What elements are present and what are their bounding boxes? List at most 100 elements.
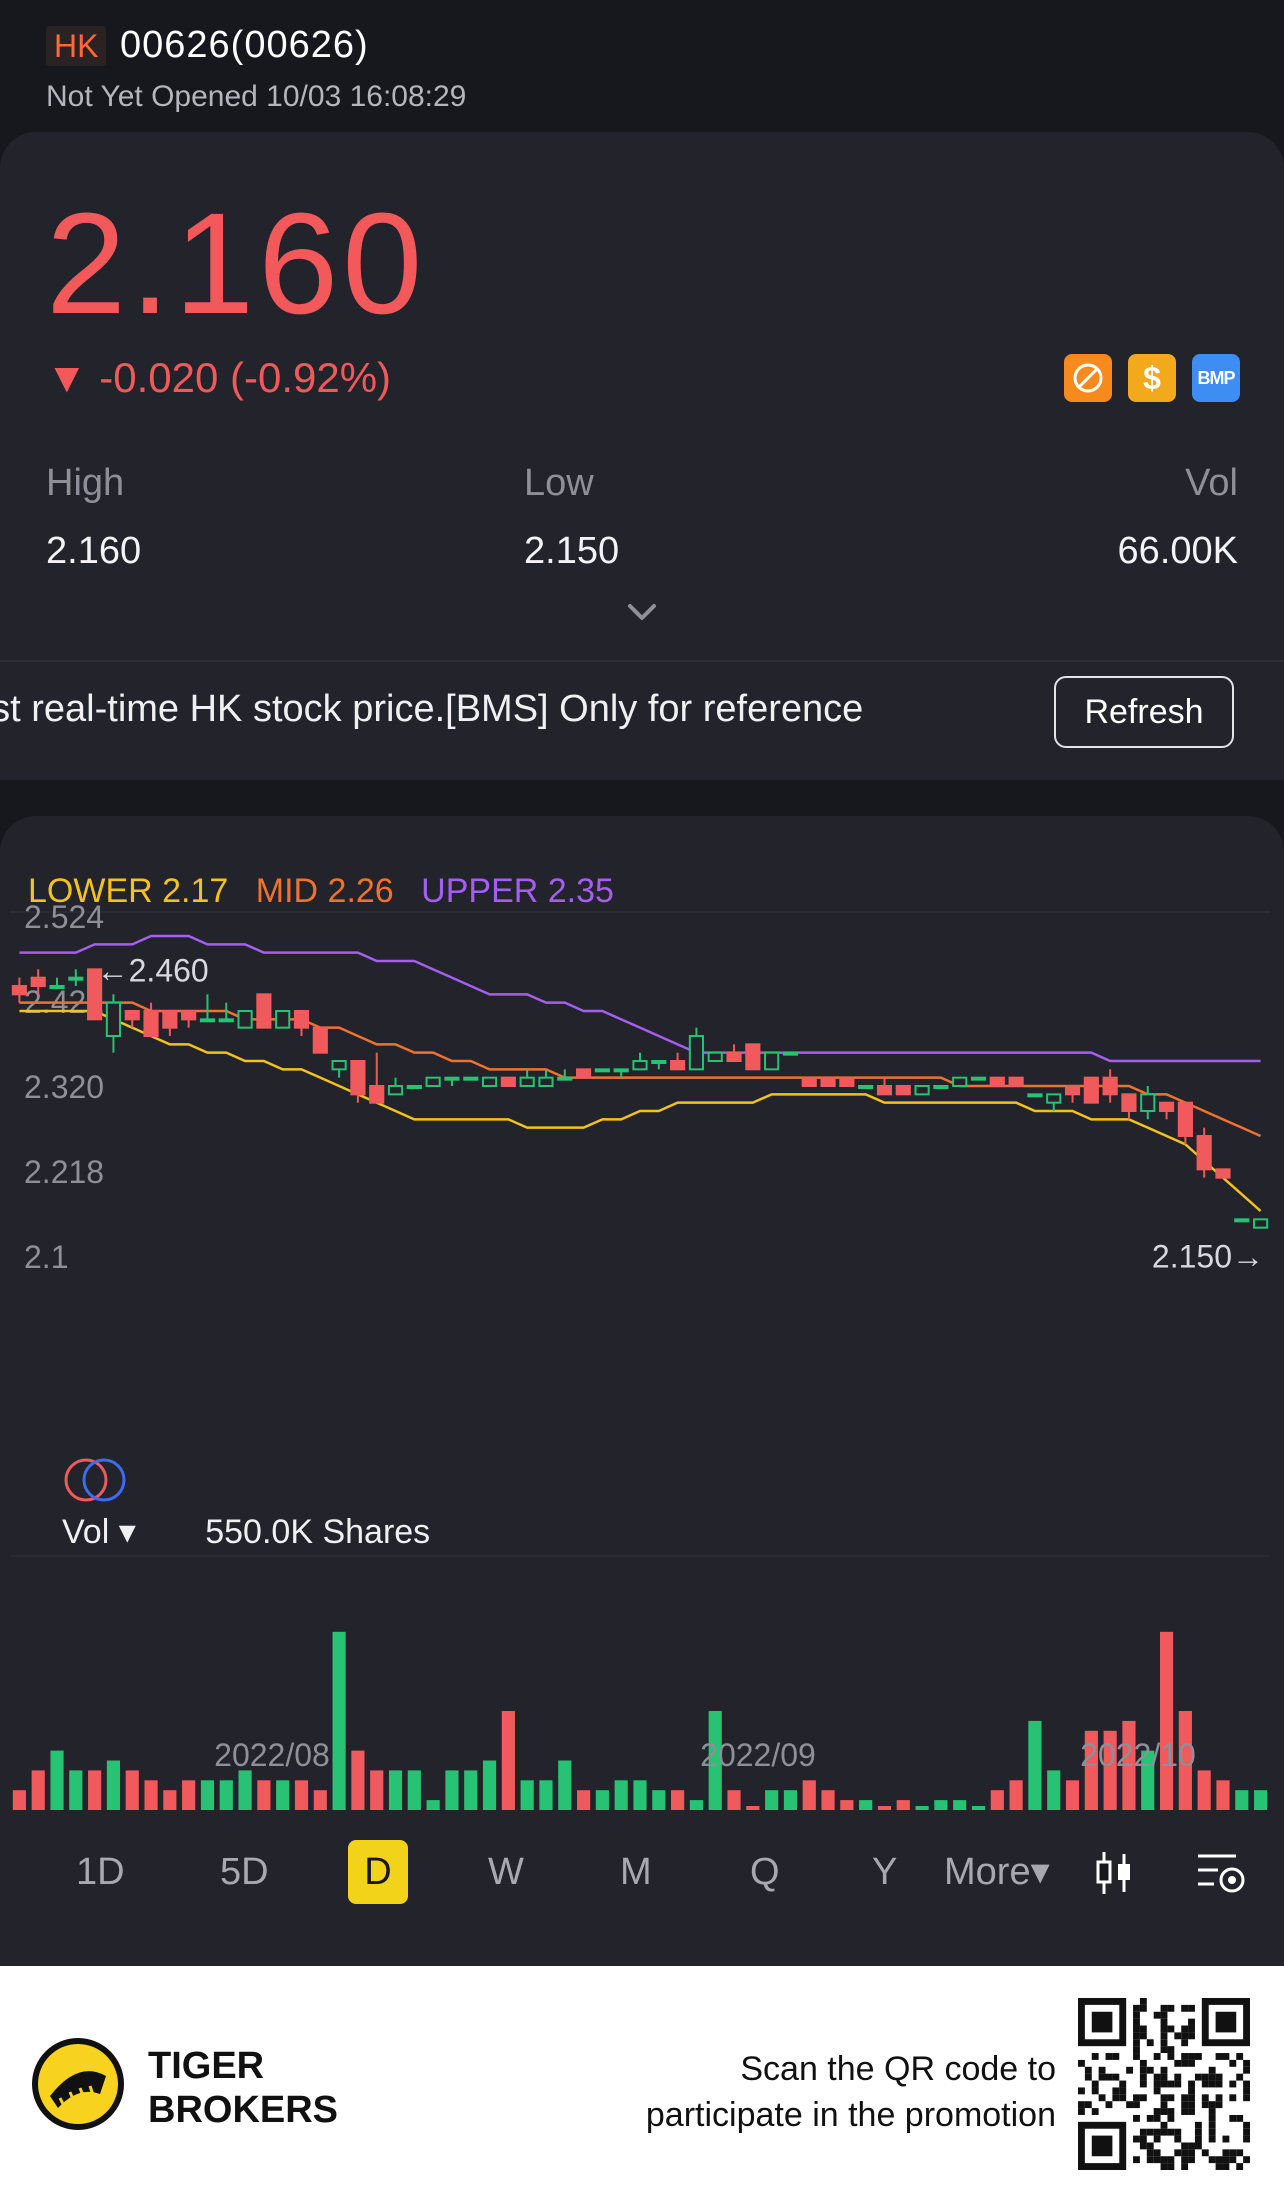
- candle-body: [331, 1060, 347, 1071]
- re-icon: [82, 1458, 126, 1502]
- volume-bar: [106, 1760, 121, 1810]
- candle-body: [275, 1010, 291, 1029]
- tiger-brokers-logo: [32, 2038, 124, 2130]
- candle-body: [143, 1010, 159, 1037]
- volume-bar: [464, 1770, 478, 1810]
- dollar-icon[interactable]: $: [1128, 354, 1176, 402]
- refresh-button[interactable]: Refresh: [1054, 676, 1234, 748]
- candle-body: [312, 1026, 328, 1054]
- volume-bar: [1009, 1780, 1023, 1810]
- brand-line2: BROKERS: [148, 2089, 339, 2131]
- candle-type-icon[interactable]: [1094, 1850, 1134, 1896]
- candle-body: [933, 1085, 949, 1089]
- volume-bar: [332, 1631, 346, 1810]
- volume-bar: [1178, 1711, 1192, 1810]
- candle-body: [162, 1010, 178, 1029]
- volume-bar: [144, 1780, 158, 1810]
- candle-body: [820, 1076, 836, 1087]
- volume-bar: [595, 1790, 609, 1810]
- volume-bar: [1065, 1780, 1080, 1810]
- candle-body: [425, 1076, 441, 1087]
- volume-bar: [1122, 1720, 1136, 1810]
- candle-body: [387, 1085, 404, 1096]
- volume-bar: [971, 1806, 986, 1810]
- candle-body: [68, 976, 84, 981]
- candle-body: [1234, 1218, 1250, 1223]
- volume-bar: [12, 1790, 26, 1810]
- candle-body: [463, 1076, 479, 1081]
- period-d[interactable]: D: [348, 1840, 408, 1904]
- chart-settings-icon[interactable]: [1196, 1850, 1248, 1896]
- candle-body: [1253, 1218, 1269, 1229]
- period-q[interactable]: Q: [750, 1851, 780, 1893]
- footer-promo: TIGER BROKERS Scan the QR code to partic…: [0, 1966, 1284, 2205]
- volume-bar: [1216, 1780, 1230, 1810]
- candle-body: [576, 1068, 592, 1079]
- high-label: High: [46, 462, 125, 504]
- candle-body: [1158, 1101, 1175, 1112]
- candle-body: [181, 1010, 197, 1021]
- candle-body: [199, 1018, 216, 1023]
- candle-body: [11, 985, 27, 996]
- candle-body: [707, 1051, 723, 1063]
- volume-bar: [520, 1780, 534, 1810]
- chevron-down-icon[interactable]: [624, 598, 660, 628]
- volume-bar: [1159, 1631, 1174, 1810]
- volume-bar: [633, 1780, 647, 1810]
- volume-bar: [276, 1780, 290, 1810]
- volume-bar: [896, 1800, 910, 1810]
- volume-bar: [1235, 1790, 1249, 1810]
- volume-bar: [88, 1770, 102, 1810]
- volume-bar: [859, 1800, 873, 1810]
- volume-bar: [671, 1790, 685, 1810]
- candle-body: [1008, 1076, 1024, 1087]
- candle-body: [1121, 1093, 1137, 1113]
- candle-body: [444, 1076, 460, 1081]
- candle-body: [500, 1076, 516, 1087]
- candle-body: [1140, 1093, 1156, 1113]
- volume-bar: [50, 1750, 64, 1810]
- price-change: ▼ -0.020 (-0.92%): [46, 354, 392, 401]
- min-price-annotation: 2.150→: [1152, 1239, 1264, 1275]
- period-1d[interactable]: 1D: [76, 1851, 125, 1893]
- volume-bar: [990, 1790, 1004, 1810]
- volume-bar: [313, 1790, 327, 1810]
- no-short-icon[interactable]: [1064, 354, 1112, 402]
- vol-label: Vol: [1185, 462, 1238, 504]
- candle-body: [594, 1068, 610, 1073]
- bmp-badge[interactable]: BMP: [1192, 354, 1240, 402]
- period-m[interactable]: M: [620, 1851, 652, 1893]
- volume-bar: [388, 1770, 403, 1810]
- candle-body: [726, 1051, 742, 1063]
- candle-body: [839, 1076, 855, 1087]
- volume-bar: [445, 1770, 459, 1810]
- candle-body: [519, 1076, 535, 1087]
- brand-line1: TIGER: [148, 2045, 265, 2087]
- candlestick-chart[interactable]: 2.5242.4222.3202.2182.1←2.4602.150→2022/…: [0, 816, 1284, 1816]
- volume-bar: [727, 1790, 741, 1810]
- volume-bar: [765, 1790, 779, 1810]
- re-icon: [64, 1458, 108, 1502]
- upper-legend: UPPER 2.35: [421, 872, 614, 910]
- candle-body: [237, 1010, 253, 1029]
- candle-body: [1196, 1135, 1212, 1171]
- x-axis-label: 2022/08: [214, 1737, 330, 1773]
- volume-bar: [558, 1760, 572, 1810]
- period-5d[interactable]: 5D: [220, 1851, 269, 1893]
- volume-bar: [351, 1750, 365, 1810]
- candle-body: [293, 1010, 310, 1029]
- candle-body: [1046, 1093, 1062, 1104]
- volume-bar: [689, 1800, 703, 1810]
- candle-body: [218, 1018, 234, 1023]
- candle-body: [670, 1060, 686, 1071]
- volume-selector[interactable]: Vol ▾: [62, 1513, 136, 1551]
- candle-body: [970, 1076, 987, 1081]
- volume-bar: [821, 1790, 835, 1810]
- promo-text: Scan the QR code to participate in the p…: [646, 2046, 1056, 2138]
- volume-max: 550.0K Shares: [205, 1513, 431, 1551]
- candle-body: [651, 1060, 667, 1064]
- period-y[interactable]: Y: [872, 1851, 898, 1893]
- period-w[interactable]: W: [488, 1851, 524, 1893]
- period-more[interactable]: More▾: [944, 1851, 1050, 1893]
- volume-bar: [1197, 1770, 1211, 1810]
